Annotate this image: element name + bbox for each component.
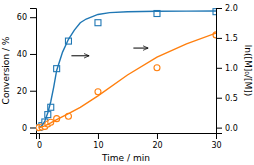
tick: 40 [17,50,36,59]
x-axis: 0 10 20 30 [37,133,222,150]
tick-label: 0 [37,141,42,150]
tick-mark [30,17,36,18]
tick-label: 1.5 [225,34,238,43]
fit-line [39,33,216,127]
point [95,20,101,26]
tick: 1.0 [216,64,238,73]
tick-mark [30,54,36,55]
tick-label: 2.0 [225,4,238,13]
tick-mark [216,68,222,69]
y-axis: 0 20 40 60 [17,9,37,134]
tick-label: 20 [17,87,27,96]
point [213,9,216,15]
tick-mark [216,8,222,9]
tick-mark [39,133,40,139]
axis-line [37,134,217,140]
axis-line [217,9,223,134]
tick-label: 30 [211,141,221,150]
tick-label: 0.0 [225,124,238,133]
tick-mark [30,127,36,128]
tick: 0.0 [216,124,238,133]
tick: 1.5 [216,34,238,43]
y-axis-title: Conversion / % [1,36,11,104]
tick-label: 20 [152,141,162,150]
tick-label: 1.0 [225,64,238,73]
tick: 0 [37,133,42,150]
x-axis-title: Time / min [101,153,150,163]
arrow [71,55,89,56]
tick-label: 0.5 [225,94,238,103]
tick-label: 40 [17,50,27,59]
tick-mark [216,98,222,99]
axis-line [30,9,37,134]
arrow [133,48,148,49]
tick: 20 [152,133,162,150]
tick: 60 [17,13,36,22]
point [154,65,160,71]
tick: 0 [22,124,36,133]
y2-axis: 0.0 0.5 1.0 1.5 2.0 [216,4,238,133]
tick: 2.0 [216,4,238,13]
fit-line [39,11,216,128]
tick: 20 [17,87,36,96]
tick-mark [98,133,99,139]
tick-label: 0 [22,124,27,133]
tick: 0.5 [216,94,238,103]
tick-label: 60 [17,13,27,22]
chart: 0 10 20 30 0 20 40 60 0.0 0.5 1.0 1.5 2.0 Time / min C… [0,0,254,165]
tick: 10 [93,133,103,150]
tick-mark [216,128,222,129]
tick-mark [216,38,222,39]
marks [36,9,216,131]
tick: 30 [211,133,221,150]
plot-area: 0 10 20 30 0 20 40 60 0.0 0.5 1.0 1.5 2.0 Time / min C… [1,4,253,163]
tick-label: 10 [93,141,103,150]
tick-mark [30,91,36,92]
tick-mark [157,133,158,139]
y2-axis-title: ln([M]₀/[M]) [243,45,253,96]
